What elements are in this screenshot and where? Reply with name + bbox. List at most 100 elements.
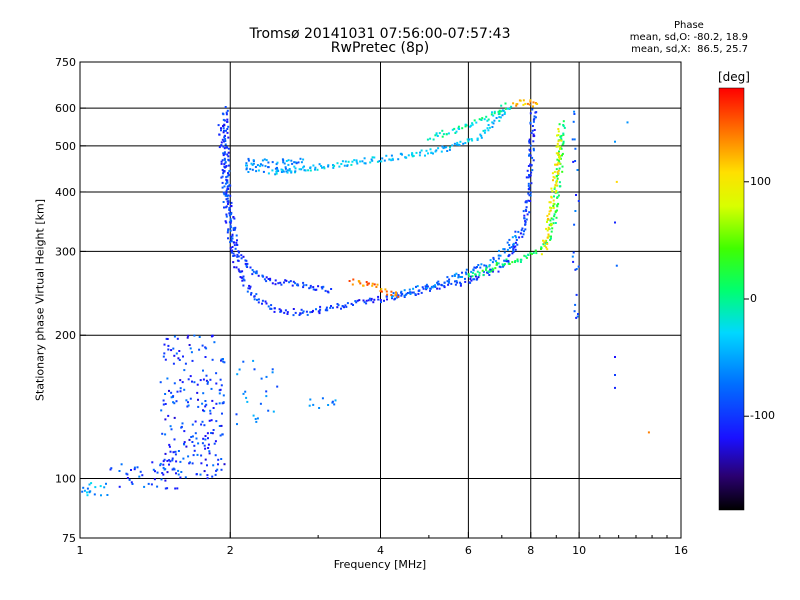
data-point [365,299,368,302]
data-point [206,381,209,384]
data-point [376,283,379,286]
data-point [218,425,221,427]
data-point [249,285,252,288]
data-point [191,441,194,443]
data-point [207,437,209,440]
data-point [480,118,483,121]
data-point [173,382,176,385]
data-point [551,172,554,175]
data-point [309,398,312,401]
data-point [429,287,432,290]
data-point [555,152,558,155]
data-point [441,145,444,148]
data-point [83,489,86,492]
colorbar-tick-label: -100 [750,409,775,423]
data-point [162,466,165,469]
data-point [555,216,558,219]
data-point [458,128,461,130]
data-point [515,239,518,241]
data-point [483,264,486,267]
data-point [557,134,560,137]
data-point [185,399,188,402]
data-point [420,291,423,294]
data-point [224,106,227,108]
data-point [284,279,287,282]
data-point [486,127,489,130]
data-point [491,126,494,128]
data-point [341,305,344,308]
data-point [190,351,193,354]
data-point [375,286,378,288]
data-point [371,159,374,162]
data-point [549,209,552,212]
data-point [403,296,406,298]
y-tick-label: 400 [55,186,76,199]
data-point [257,274,260,277]
data-point [469,278,472,280]
data-point [222,358,224,360]
data-point [448,280,450,283]
data-point [395,291,397,294]
data-point [394,294,397,297]
data-point [332,166,335,169]
data-point [511,252,514,255]
data-point [261,299,264,302]
data-point [194,432,197,435]
data-point [170,349,173,352]
data-point [297,161,300,164]
data-point [526,213,529,216]
data-point [170,396,173,399]
data-point [403,289,406,292]
data-point [409,293,412,295]
data-point [242,278,245,281]
data-point [561,154,563,157]
data-point [171,468,174,471]
data-point [277,282,280,285]
data-point [233,217,236,220]
data-point [166,377,169,380]
data-point [647,431,650,434]
data-point [550,224,552,227]
data-point [528,211,531,214]
data-point [183,369,186,372]
data-point [174,450,177,453]
data-point [243,279,246,282]
data-point [557,140,560,143]
data-point [573,113,576,115]
data-point [222,152,225,155]
data-point [434,286,437,288]
data-point [296,284,299,287]
data-point [559,147,561,150]
x-tick-label: 6 [465,544,472,557]
data-point [284,166,287,169]
data-point [388,158,391,161]
data-point [228,207,231,209]
data-point [552,218,555,221]
data-point [204,356,207,358]
data-point [532,101,535,104]
data-point [247,157,250,160]
data-point [614,386,616,389]
data-point [535,111,538,114]
data-point [223,163,226,166]
data-point [240,257,243,260]
data-point [464,142,467,144]
data-point [454,283,457,286]
data-point [418,289,421,292]
data-point [171,457,174,460]
data-point [271,368,274,371]
data-point [164,358,167,361]
data-point [562,140,565,143]
data-point [227,228,230,231]
data-point [370,158,373,161]
data-point [518,99,521,102]
data-point [169,450,172,453]
data-point [557,152,560,155]
data-point [263,158,266,161]
data-point [269,307,272,310]
data-point [167,344,170,347]
data-point [488,265,491,268]
data-point [242,392,245,395]
data-point [385,295,388,298]
data-point [354,300,357,303]
